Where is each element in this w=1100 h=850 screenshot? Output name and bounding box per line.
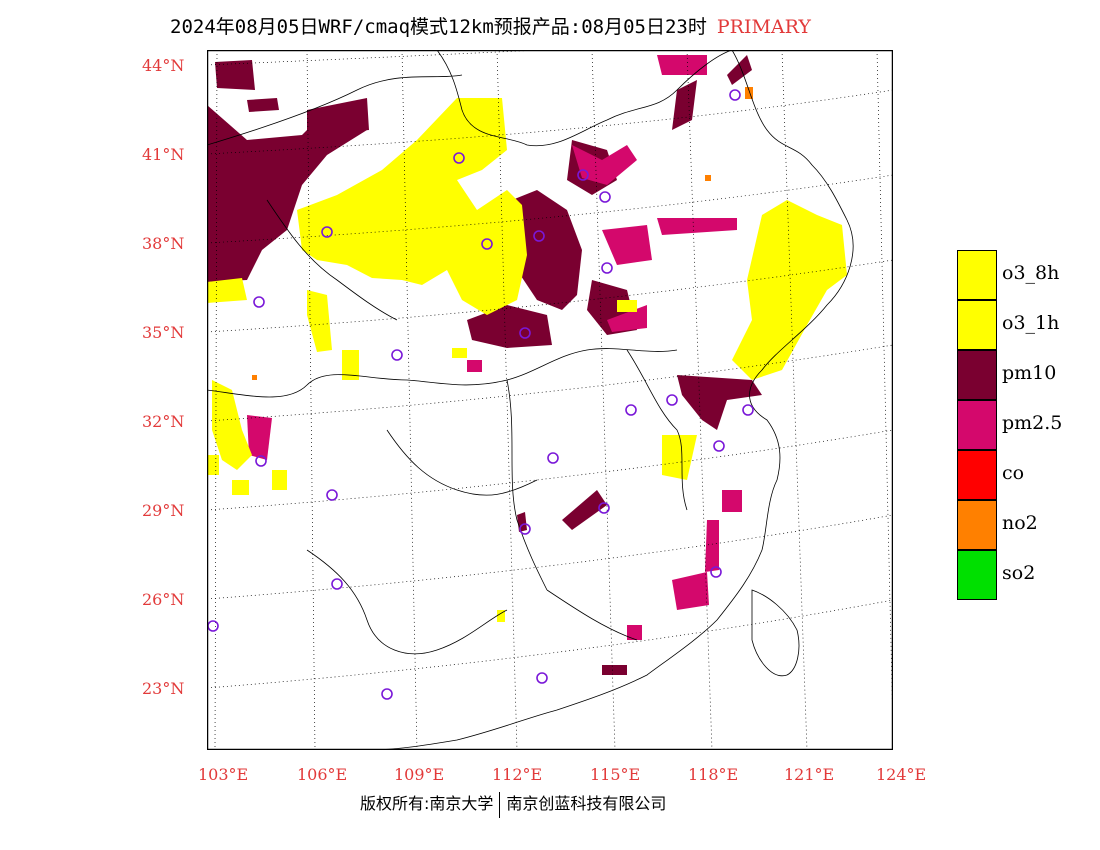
legend-swatch (957, 500, 997, 550)
legend-swatch (957, 550, 997, 600)
legend-swatch (957, 300, 997, 350)
boundary-lines (207, 50, 854, 750)
legend-swatch (957, 250, 997, 300)
lat-label-41: 41°N (142, 145, 185, 164)
lat-label-26: 26°N (142, 590, 185, 609)
legend-label: so2 (1002, 562, 1036, 584)
forecast-map[interactable] (207, 50, 893, 750)
lon-label-121: 121°E (784, 765, 835, 784)
legend-label: pm2.5 (1002, 412, 1063, 434)
map-frame (207, 50, 893, 750)
legend-swatch (957, 400, 997, 450)
lon-label-115: 115°E (590, 765, 641, 784)
lon-label-106: 106°E (297, 765, 348, 784)
lon-label-124: 124°E (876, 765, 927, 784)
title-main: 2024年08月05日WRF/cmaq模式12km预报产品:08月05日23时 (170, 16, 707, 38)
no2-spots (252, 87, 753, 380)
copyright-separator (499, 791, 501, 818)
legend-swatch (957, 450, 997, 500)
copyright-line: 版权所有:南京大学 南京创蓝科技有限公司 (360, 790, 666, 818)
legend-label: co (1002, 462, 1025, 484)
map-canvas (207, 50, 893, 750)
lon-label-118: 118°E (688, 765, 739, 784)
lon-label-112: 112°E (492, 765, 543, 784)
graticule (207, 50, 893, 750)
lat-label-38: 38°N (142, 234, 185, 253)
lat-label-35: 35°N (142, 323, 185, 342)
station-markers (207, 89, 754, 700)
legend-label: o3_1h (1002, 312, 1060, 334)
lat-label-44: 44°N (142, 56, 185, 75)
lon-label-109: 109°E (394, 765, 445, 784)
legend-swatch (957, 350, 997, 400)
lat-label-32: 32°N (142, 412, 185, 431)
lat-label-29: 29°N (142, 501, 185, 520)
copyright-left: 版权所有:南京大学 (360, 794, 494, 813)
o3-areas (207, 98, 847, 622)
map-title: 2024年08月05日WRF/cmaq模式12km预报产品:08月05日23时 P… (170, 12, 811, 39)
legend-label: no2 (1002, 512, 1038, 534)
legend-label: pm10 (1002, 362, 1057, 384)
lon-label-103: 103°E (198, 765, 249, 784)
copyright-right: 南京创蓝科技有限公司 (506, 794, 667, 813)
lat-label-23: 23°N (142, 679, 185, 698)
legend-label: o3_8h (1002, 262, 1060, 284)
title-tag: PRIMARY (716, 16, 811, 38)
